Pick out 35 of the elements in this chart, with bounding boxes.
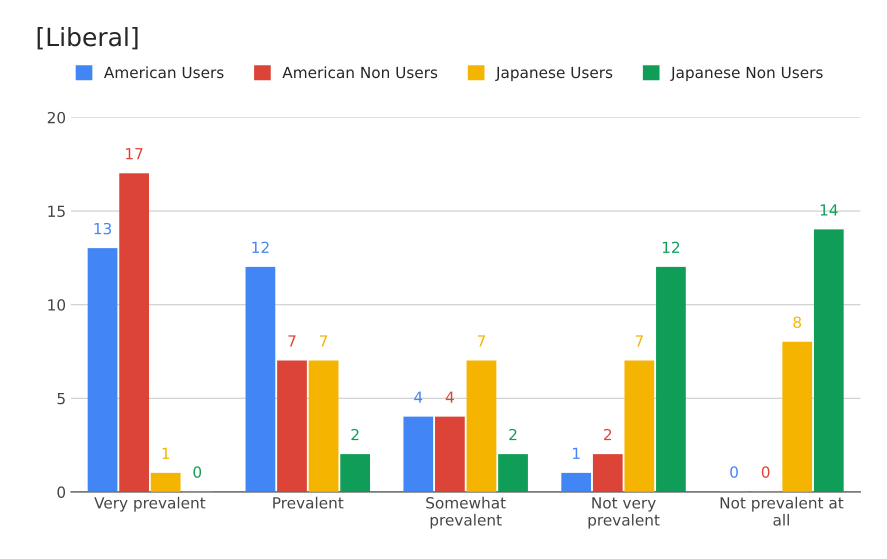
data-label: 8 — [793, 316, 802, 328]
data-label: 2 — [604, 428, 612, 440]
x-tick-label: Not prevalent at all — [720, 496, 844, 526]
y-tick-label: 15 — [48, 206, 65, 218]
x-tick-label: Somewhat prevalent — [426, 496, 506, 529]
data-label: 7 — [288, 335, 296, 347]
x-tick-label: Prevalent — [273, 496, 344, 509]
data-label: 4 — [446, 392, 454, 403]
y-tick-label: 10 — [48, 299, 66, 311]
x-tick-label: Very prevalent — [94, 496, 206, 512]
data-label: 17 — [126, 148, 143, 160]
data-label: 2 — [509, 428, 516, 440]
data-label: 7 — [320, 335, 328, 347]
data-label: 12 — [662, 242, 680, 253]
data-label: 0 — [762, 466, 770, 478]
legend-label: Japanese Non Users — [670, 66, 823, 82]
data-label: 12 — [252, 242, 269, 253]
y-tick-label: 20 — [48, 112, 66, 124]
data-label: 14 — [820, 204, 838, 216]
data-label: 7 — [478, 335, 486, 347]
legend-label: American Non Users — [282, 66, 438, 78]
data-label: 7 — [636, 335, 643, 347]
legend-label: Japanese Users — [495, 66, 612, 82]
x-tick-label: Not very prevalent — [588, 497, 660, 529]
data-label: 1 — [162, 448, 170, 459]
chart-title: [Liberal] — [38, 27, 138, 50]
data-label: 4 — [414, 392, 422, 403]
y-tick-label: 5 — [58, 392, 65, 404]
data-label: 1 — [573, 448, 580, 459]
data-label: 2 — [351, 428, 358, 440]
data-label: 0 — [730, 466, 738, 478]
data-label: 0 — [193, 466, 202, 478]
y-tick-label: 0 — [57, 486, 66, 498]
data-label: 13 — [94, 222, 112, 234]
legend-label: American Users — [104, 66, 224, 78]
